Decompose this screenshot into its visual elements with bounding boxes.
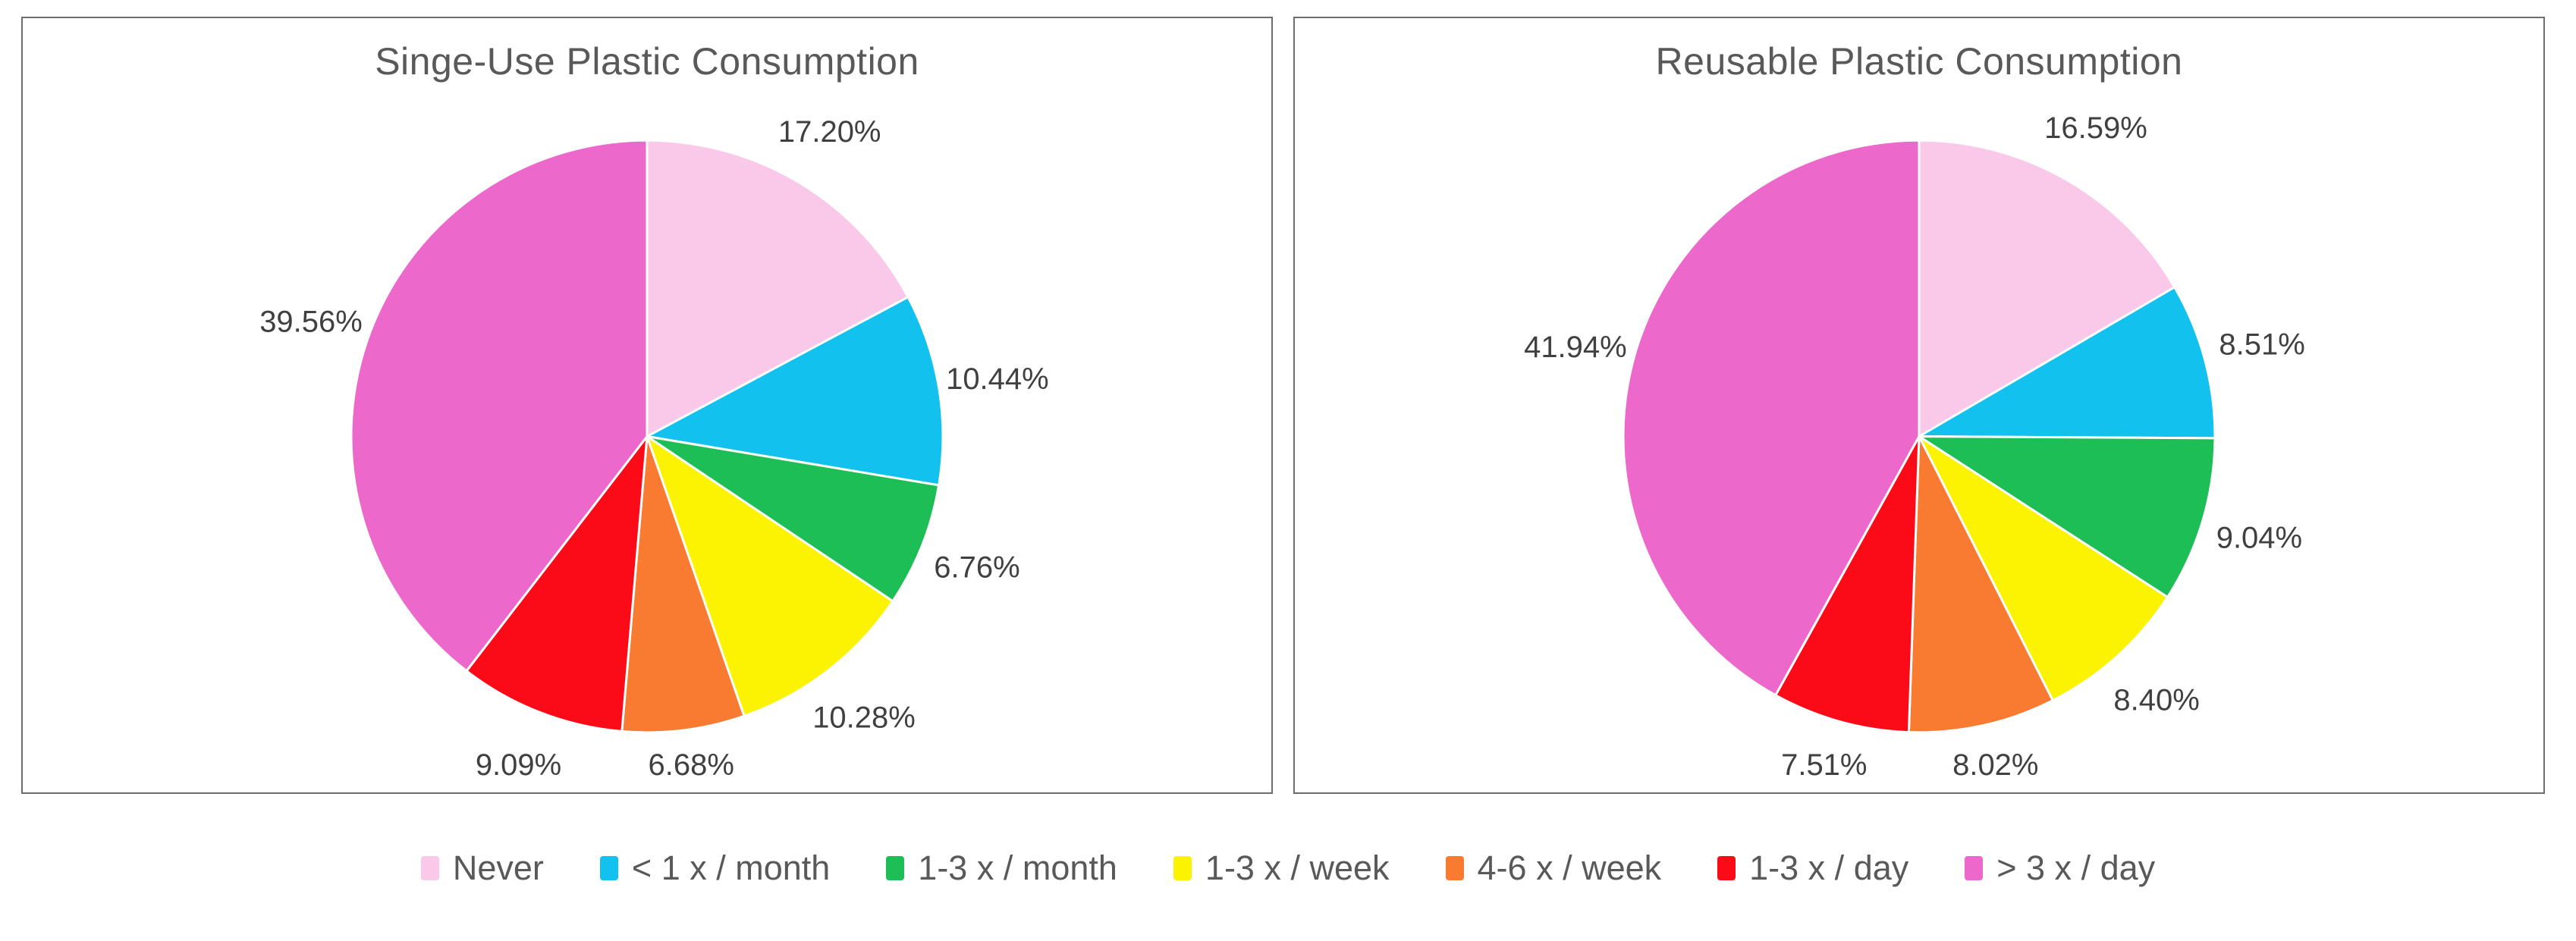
legend-item-label: 4-6 x / week [1477,848,1662,887]
legend-item-label: 1-3 x / day [1749,848,1909,887]
pie-slice [646,435,941,603]
slice-percent-label: 16.59% [2044,111,2147,145]
pie-slice [465,435,649,733]
pie-slice [646,296,944,487]
slice-percent-label: 8.40% [2113,684,2199,717]
legend-swatch-icon [886,856,905,880]
pie-slice [1918,139,2176,438]
slice-percent-label: 6.68% [649,748,734,782]
chart-panel-reusable: Reusable Plastic Consumption 16.59% 8.51%… [1293,17,2545,794]
slice-percent-label: 8.02% [1952,748,2038,782]
pie-slice [1918,286,2216,440]
legend-item: 4-6 x / week [1445,848,1662,888]
slice-percent-label: 17.20% [778,115,881,149]
pie-slice [1907,435,2054,734]
pie-slice [646,435,894,717]
legend-item: Never [420,848,544,888]
pie-slice [620,435,746,734]
chart-title-reusable: Reusable Plastic Consumption [1655,40,2183,83]
legend-item: 1-3 x / week [1173,848,1390,888]
pie-slice [1918,435,2169,702]
pie-slice [1918,435,2216,599]
legend-swatch-icon [1965,856,1984,880]
legend-swatch-icon [599,856,618,880]
slice-percent-label: 6.76% [934,550,1019,584]
slice-percent-label: 10.44% [946,362,1049,396]
slice-percent-label: 9.04% [2216,522,2302,555]
legend-item: < 1 x / month [599,848,831,888]
legend-item-label: 1-3 x / month [918,848,1117,887]
slice-percent-label: 39.56% [259,306,363,339]
charts-row: Singe-Use Plastic Consumption 17.20% 10.4… [21,17,2576,794]
legend-item-label: > 3 x / day [1996,848,2156,887]
legend-item: > 3 x / day [1965,848,2155,888]
legend-item-label: < 1 x / month [631,848,831,887]
chart-panel-single-use: Singe-Use Plastic Consumption 17.20% 10.4… [21,17,1273,794]
slice-percent-label: 10.28% [812,701,916,734]
chart-title-single-use: Singe-Use Plastic Consumption [375,40,919,83]
legend-swatch-icon [1717,856,1736,880]
pie-slice [1622,139,1921,697]
legend-swatch-icon [1173,856,1192,880]
legend-item: 1-3 x / day [1717,848,1908,888]
legend-item-label: 1-3 x / week [1205,848,1390,887]
slice-percent-label: 41.94% [1524,331,1627,364]
slice-percent-label: 9.09% [476,748,561,782]
legend-swatch-icon [1445,856,1464,880]
pie-chart-single-use: 17.20% 10.44% 6.76% 10.28% 6.68% 9.09% 39.56% [259,115,1049,782]
legend-item: 1-3 x / month [886,848,1117,888]
chart-legend: Never < 1 x / month 1-3 x / month 1-3 x / w… [0,848,2576,888]
pie-chart-reusable: 16.59% 8.51% 9.04% 8.40% 8.02% 7.51% 41.94% [1524,111,2305,782]
pie-slice [646,139,909,438]
pie-slice [1774,435,1921,734]
slice-percent-label: 7.51% [1781,748,1867,782]
legend-swatch-icon [420,856,439,880]
legend-item-label: Never [452,848,544,887]
slice-percent-label: 8.51% [2219,328,2304,362]
pie-slice [350,139,649,673]
